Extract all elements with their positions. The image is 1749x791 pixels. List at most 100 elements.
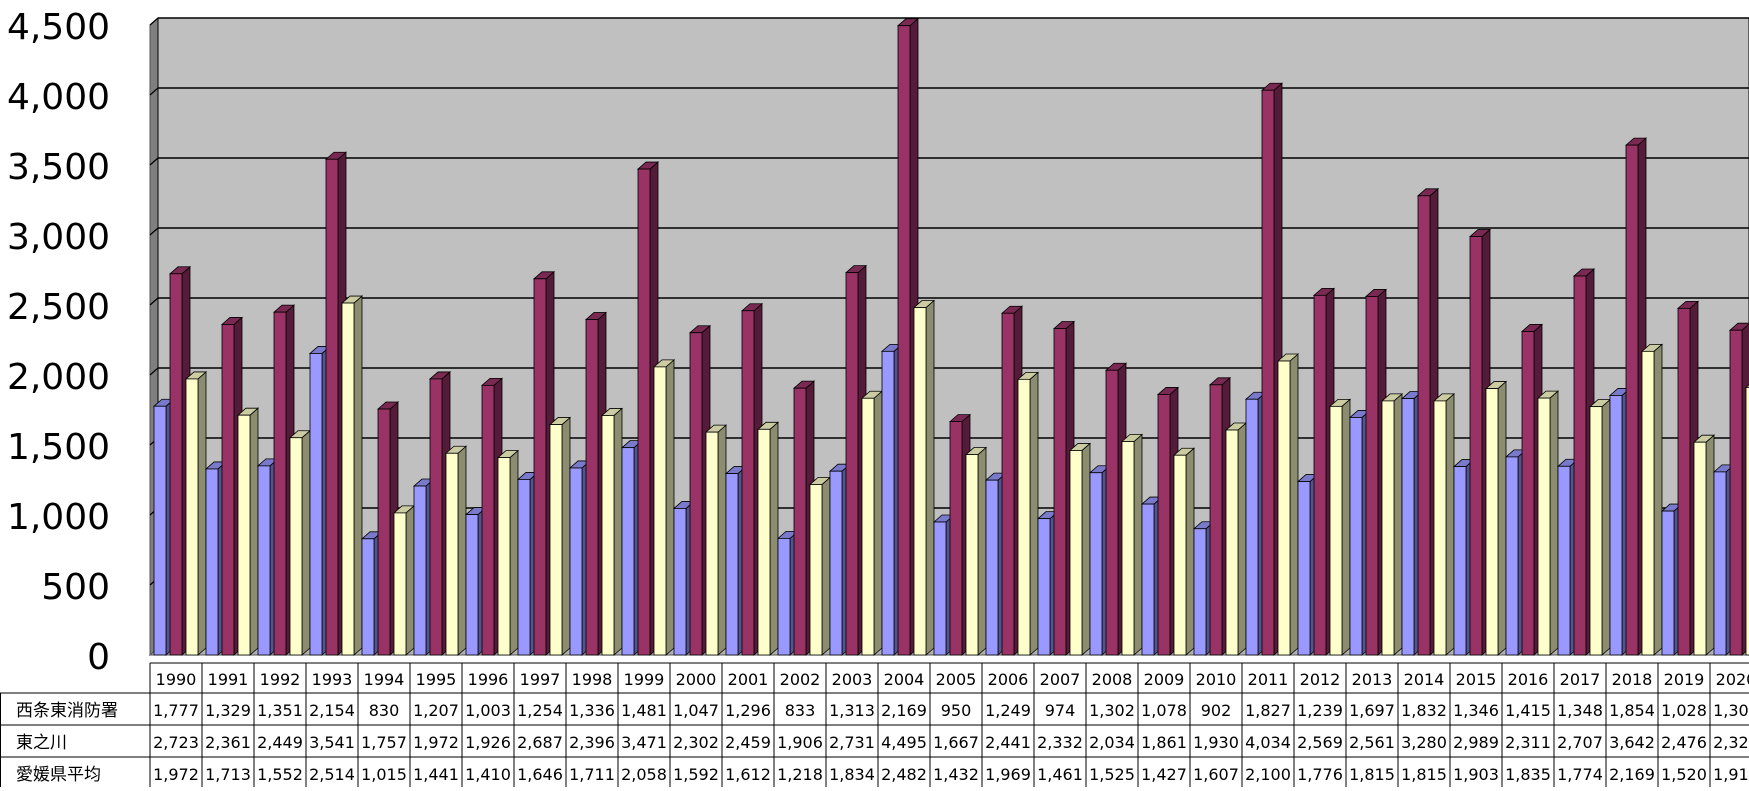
data-label: 1,827 (1245, 701, 1291, 720)
data-label: 1,308 (1713, 701, 1749, 720)
data-label: 1,592 (673, 765, 719, 784)
data-label: 2,058 (621, 765, 667, 784)
bar (288, 429, 312, 656)
bar-front (705, 431, 719, 656)
data-label: 1,972 (413, 733, 459, 752)
gridline-side (149, 157, 159, 166)
data-label: 2,169 (1609, 765, 1655, 784)
bar-front (481, 384, 495, 656)
x-tick-label: 1993 (312, 670, 353, 689)
data-label: 1,481 (621, 701, 667, 720)
data-label: 2,476 (1661, 733, 1707, 752)
x-tick-label: 2012 (1300, 670, 1341, 689)
bar-front (1209, 384, 1223, 656)
data-label: 1,351 (257, 701, 303, 720)
bar-side (1185, 447, 1195, 656)
bar-side (925, 299, 935, 656)
bar-side (249, 407, 259, 656)
bar-front (1141, 503, 1155, 656)
bar (1536, 390, 1560, 656)
y-tick-label: 1,000 (7, 497, 110, 538)
bar-front (897, 25, 911, 656)
bar-front (621, 447, 635, 656)
bar-front (1609, 395, 1623, 656)
bar (756, 421, 780, 656)
bar-front (257, 465, 271, 656)
data-label: 1,834 (829, 765, 875, 784)
bar-front (1713, 471, 1727, 656)
x-tick-label: 2009 (1144, 670, 1185, 689)
bar-front (1589, 406, 1603, 656)
bar-front (757, 428, 771, 656)
bar-front (601, 415, 615, 656)
data-label: 833 (785, 701, 816, 720)
x-tick-label: 2013 (1352, 670, 1393, 689)
gridline-side (149, 227, 159, 236)
data-label: 1,525 (1089, 765, 1135, 784)
bar-front (1557, 465, 1571, 656)
data-label: 1,313 (829, 701, 875, 720)
bar-front (1225, 429, 1239, 656)
bar-front (1277, 360, 1291, 656)
bar-side (561, 416, 571, 656)
bar-side (1549, 390, 1559, 656)
bar-front (445, 452, 459, 656)
data-label: 1,015 (361, 765, 407, 784)
data-label: 1,612 (725, 765, 771, 784)
bar-side (1289, 353, 1299, 656)
bar-front (185, 378, 199, 656)
bar-side (1237, 422, 1247, 656)
bar-front (465, 514, 479, 656)
bar-front (829, 470, 843, 656)
bar-front (549, 424, 563, 656)
data-label: 1,254 (517, 701, 563, 720)
bar-front (1505, 456, 1519, 656)
data-label: 1,926 (465, 733, 511, 752)
bar (1588, 398, 1612, 656)
x-tick-label: 2019 (1664, 670, 1705, 689)
x-tick-label: 2017 (1560, 670, 1601, 689)
data-label: 2,989 (1453, 733, 1499, 752)
legend-label: 愛媛県平均 (16, 765, 101, 785)
data-label: 1,854 (1609, 701, 1655, 720)
x-tick-label: 2002 (780, 670, 821, 689)
bar (1068, 442, 1092, 656)
bar-front (913, 307, 927, 656)
bar (340, 295, 364, 656)
bar-front (533, 278, 547, 656)
bar-front (569, 467, 583, 656)
data-label: 1,972 (153, 765, 199, 784)
bar (444, 445, 468, 656)
bar-front (1641, 350, 1655, 656)
data-label: 2,731 (829, 733, 875, 752)
data-label: 1,646 (517, 765, 563, 784)
bar-side (1705, 434, 1715, 656)
bar-front (361, 538, 375, 656)
data-label: 1,777 (153, 701, 199, 720)
data-label: 1,711 (569, 765, 615, 784)
bar-front (153, 405, 167, 656)
bar-front (377, 408, 391, 656)
bar-front (1261, 89, 1275, 656)
data-label: 1,003 (465, 701, 511, 720)
data-label: 1,774 (1557, 765, 1603, 784)
bar-front (1001, 312, 1015, 656)
data-label: 1,757 (361, 733, 407, 752)
x-tick-label: 2010 (1196, 670, 1237, 689)
bar-front (1329, 405, 1343, 656)
data-label: 974 (1045, 701, 1076, 720)
legend-label: 西条東消防署 (16, 701, 118, 721)
x-tick-label: 2014 (1404, 670, 1445, 689)
bar-front (1173, 454, 1187, 656)
x-tick-label: 1992 (260, 670, 301, 689)
x-tick-label: 1995 (416, 670, 457, 689)
data-label: 2,687 (517, 733, 563, 752)
x-tick-label: 1991 (208, 670, 249, 689)
y-axis-ticks: 0 500 1,000 1,500 2,000 2,500 3,000 3,500 4,000 4… (7, 7, 110, 678)
data-label: 2,034 (1089, 733, 1135, 752)
data-label: 1,348 (1557, 701, 1603, 720)
bar-front (949, 421, 963, 656)
bar-front (1729, 329, 1743, 656)
bar (236, 407, 260, 656)
